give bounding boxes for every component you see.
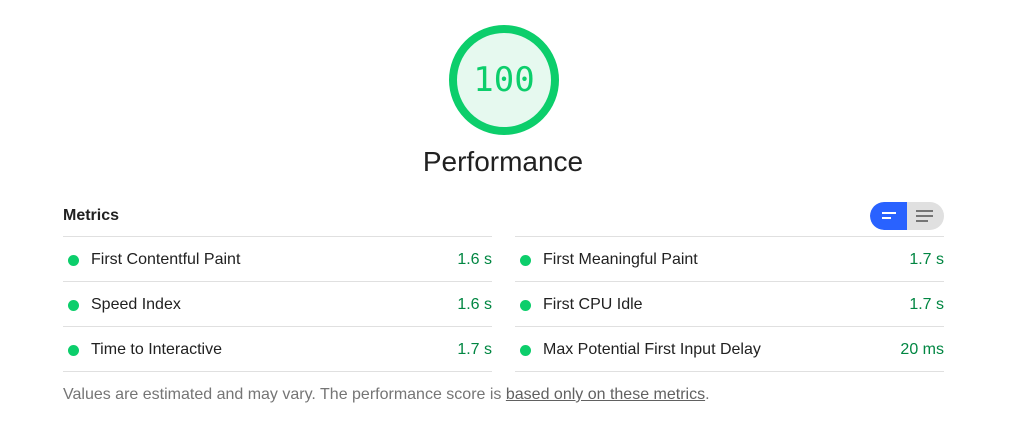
pass-status-icon bbox=[520, 300, 531, 311]
pass-status-icon bbox=[68, 345, 79, 356]
list-view-button[interactable] bbox=[907, 202, 944, 230]
metrics-header: Metrics bbox=[63, 207, 120, 224]
metric-name: Speed Index bbox=[91, 296, 181, 313]
metric-row: First CPU Idle 1.7 s bbox=[515, 281, 944, 326]
metric-value: 1.7 s bbox=[909, 251, 944, 268]
disclaimer-text: Values are estimated and may vary. The p… bbox=[63, 386, 506, 403]
gauge-ring bbox=[449, 25, 559, 135]
metric-name: First Contentful Paint bbox=[91, 251, 241, 268]
pass-status-icon bbox=[68, 255, 79, 266]
metric-row: Speed Index 1.6 s bbox=[63, 281, 492, 326]
pass-status-icon bbox=[520, 255, 531, 266]
category-title: Performance bbox=[422, 146, 584, 177]
opportunity-view-icon bbox=[882, 212, 896, 219]
pass-status-icon bbox=[68, 300, 79, 311]
pass-status-icon bbox=[520, 345, 531, 356]
metric-row: Max Potential First Input Delay 20 ms bbox=[515, 326, 944, 372]
list-view-icon bbox=[916, 210, 933, 222]
disclaimer-end: . bbox=[705, 386, 710, 403]
metric-row: First Meaningful Paint 1.7 s bbox=[515, 236, 944, 281]
performance-score-gauge[interactable]: 100 bbox=[448, 24, 560, 136]
metric-name: Time to Interactive bbox=[91, 341, 223, 358]
metrics-column-left: First Contentful Paint 1.6 s Speed Index… bbox=[63, 236, 492, 372]
metrics-column-right: First Meaningful Paint 1.7 s First CPU I… bbox=[515, 236, 944, 372]
performance-score-value: 100 bbox=[473, 60, 535, 100]
metric-row: Time to Interactive 1.7 s bbox=[63, 326, 492, 372]
metric-name: First Meaningful Paint bbox=[543, 251, 698, 268]
metric-row: First Contentful Paint 1.6 s bbox=[63, 236, 492, 281]
metric-value: 1.7 s bbox=[457, 341, 492, 358]
opportunity-view-button[interactable] bbox=[870, 202, 907, 230]
metric-name: First CPU Idle bbox=[543, 296, 643, 313]
metric-value: 1.6 s bbox=[457, 296, 492, 313]
metric-value: 1.6 s bbox=[457, 251, 492, 268]
scoring-link[interactable]: based only on these metrics bbox=[505, 386, 706, 403]
metric-value: 20 ms bbox=[900, 341, 944, 358]
metric-name: Max Potential First Input Delay bbox=[543, 341, 761, 358]
metrics-disclaimer: Values are estimated and may vary. The p… bbox=[63, 386, 710, 404]
metrics-view-toggle[interactable] bbox=[870, 202, 944, 230]
metric-value: 1.7 s bbox=[909, 296, 944, 313]
